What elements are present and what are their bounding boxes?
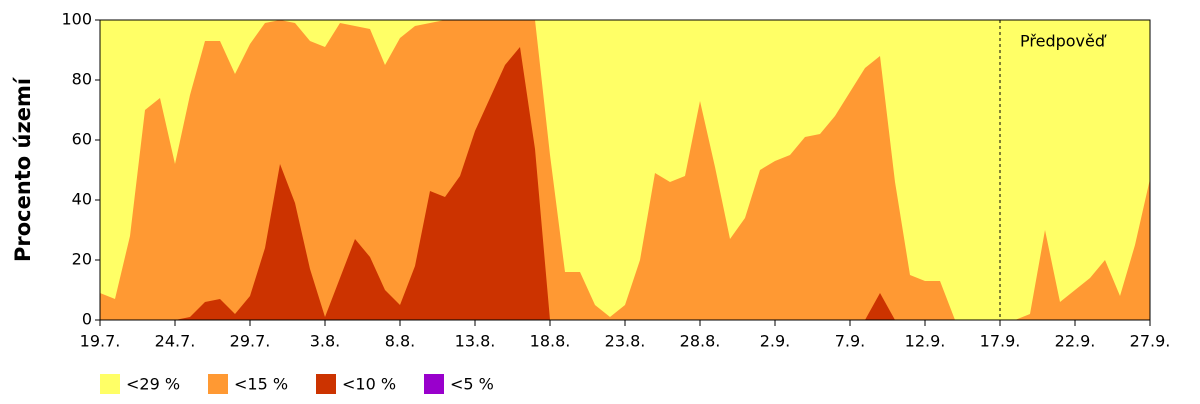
x-tick-label: 27.9. [1130, 332, 1171, 351]
y-tick-label: 20 [72, 250, 92, 269]
y-tick-label: 40 [72, 190, 92, 209]
y-tick-label: 100 [61, 10, 92, 29]
x-tick-label: 23.8. [605, 332, 646, 351]
x-tick-label: 7.9. [835, 332, 866, 351]
x-tick-label: 19.7. [80, 332, 121, 351]
x-tick-label: 17.9. [980, 332, 1021, 351]
legend-swatch [424, 374, 444, 394]
x-tick-label: 18.8. [530, 332, 571, 351]
area [100, 20, 1150, 320]
legend-swatch [316, 374, 336, 394]
x-tick-label: 13.8. [455, 332, 496, 351]
x-tick-label: 22.9. [1055, 332, 1096, 351]
x-tick-label: 24.7. [155, 332, 196, 351]
y-axis-label: Procento území [11, 76, 35, 262]
x-tick-label: 29.7. [230, 332, 271, 351]
annotation: Předpověď [1020, 32, 1107, 51]
legend-swatch [100, 374, 120, 394]
x-tick-label: 8.8. [385, 332, 416, 351]
legend-label: <15 % [234, 375, 288, 394]
legend-label: <5 % [450, 375, 494, 394]
area [100, 47, 1150, 320]
x-tick-label: 3.8. [310, 332, 341, 351]
y-tick-label: 0 [82, 310, 92, 329]
y-tick-label: 60 [72, 130, 92, 149]
x-tick-label: 12.9. [905, 332, 946, 351]
legend-swatch [208, 374, 228, 394]
x-tick-label: 2.9. [760, 332, 791, 351]
x-tick-label: 28.8. [680, 332, 721, 351]
y-tick-label: 80 [72, 70, 92, 89]
legend-label: <29 % [126, 375, 180, 394]
legend-label: <10 % [342, 375, 396, 394]
